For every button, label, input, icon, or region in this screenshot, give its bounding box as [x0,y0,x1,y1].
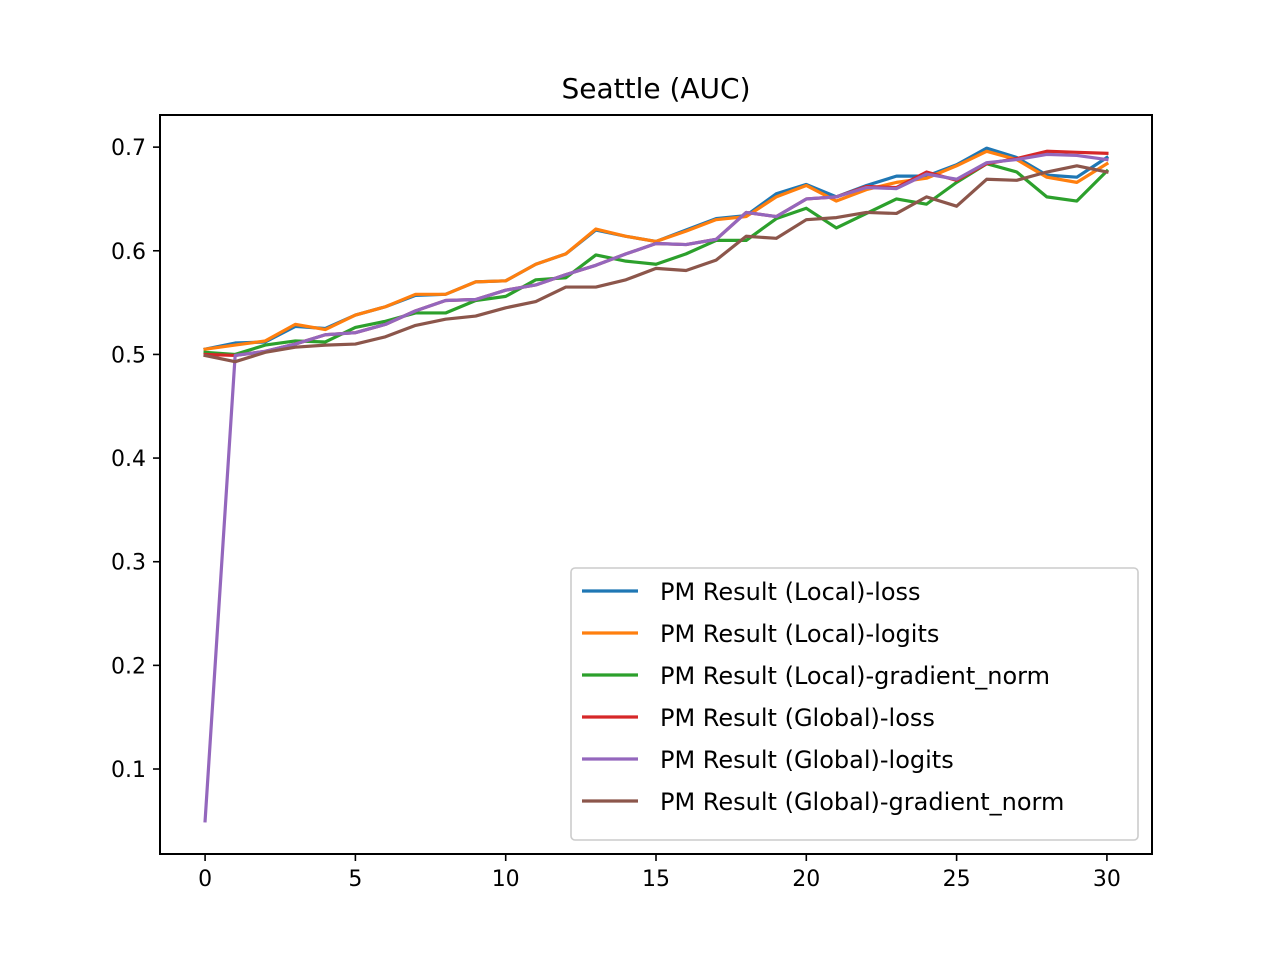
y-tick-label: 0.2 [111,654,146,679]
legend-entry-label: PM Result (Local)-gradient_norm [660,662,1050,690]
x-tick-label: 0 [198,867,212,892]
x-tick-label: 15 [642,867,670,892]
series-line-1 [203,146,1110,352]
series-line-3 [203,162,1110,357]
legend: PM Result (Local)-loss PM Result (Local)-… [570,567,1139,841]
y-tick-label: 0.3 [111,551,146,576]
x-tick-label: 5 [348,867,362,892]
y-axis: 0.1 0.2 0.3 0.4 0.5 0.6 0.7 [111,136,160,783]
legend-entry-label: PM Result (Global)-logits [660,746,954,774]
legend-entry-label: PM Result (Global)-gradient_norm [660,788,1064,816]
y-tick-label: 0.4 [111,447,146,472]
y-tick-label: 0.5 [111,343,146,368]
series-line-6 [203,164,1109,364]
series-line-2 [203,149,1110,352]
x-tick-label: 30 [1093,867,1121,892]
legend-frame [570,567,1139,841]
legend-entry-label: PM Result (Global)-loss [660,704,935,732]
y-tick-label: 0.6 [111,240,146,265]
legend-entry-label: PM Result (Local)-logits [660,620,939,648]
series-line-4 [203,149,1109,358]
x-tick-label: 20 [792,867,820,892]
x-tick-label: 10 [492,867,520,892]
x-axis: 0 5 10 15 20 25 30 [198,854,1121,892]
chart-title: Seattle (AUC) [561,72,750,105]
series-layer [203,146,1110,823]
series-line-5 [203,152,1109,823]
y-tick-label: 0.1 [111,758,146,783]
x-tick-label: 25 [943,867,971,892]
legend-entry-label: PM Result (Local)-loss [660,578,921,606]
y-tick-label: 0.7 [111,136,146,161]
